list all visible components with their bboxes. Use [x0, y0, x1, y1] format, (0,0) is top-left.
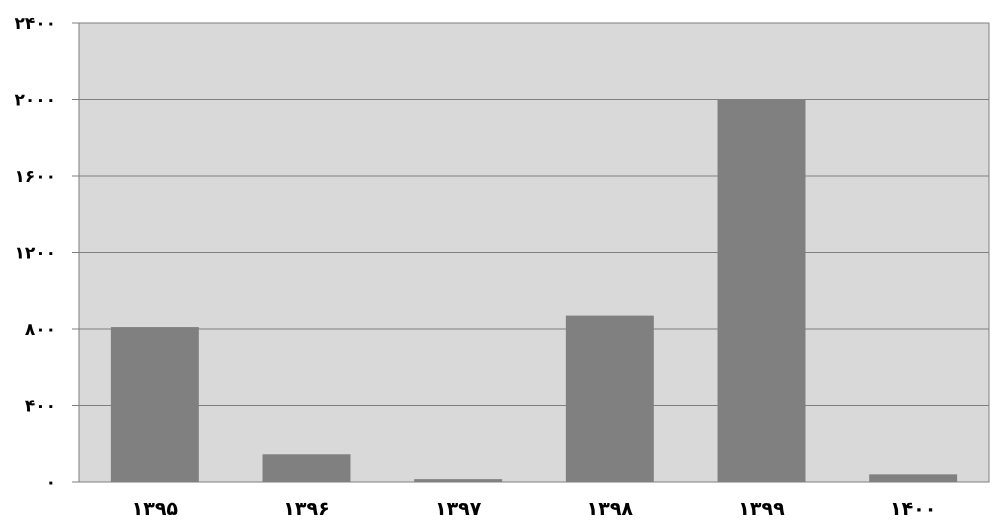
x-axis-ticks: ۱۳۹۵ ۱۳۹۶ ۱۳۹۷ ۱۳۹۸ ۱۳۹۹ ۱۴۰۰	[132, 498, 937, 520]
bar-4	[565, 315, 654, 482]
x-tick-label: ۱۳۹۸	[587, 498, 634, 519]
y-tick-label: ۱۶۰۰	[14, 167, 56, 187]
bar-6	[869, 474, 958, 482]
bars	[110, 99, 958, 482]
y-axis-ticks: ۰ ۴۰۰ ۸۰۰ ۱۲۰۰ ۱۶۰۰ ۲۰۰۰ ۲۴۰۰	[14, 14, 79, 493]
y-tick-label: ۰	[46, 473, 56, 493]
gridlines	[79, 99, 989, 406]
x-tick-label: ۱۳۹۵	[132, 498, 179, 519]
bar-3	[414, 479, 503, 482]
x-tick-label: ۱۳۹۷	[435, 498, 482, 519]
y-tick-label: ۲۰۰۰	[14, 91, 56, 111]
y-tick-label: ۸۰۰	[25, 320, 56, 340]
bar-1	[110, 327, 199, 482]
y-tick-label: ۱۲۰۰	[14, 244, 56, 264]
x-tick-label: ۱۳۹۹	[738, 498, 785, 519]
bar-5	[717, 99, 806, 482]
x-tick-label: ۱۴۰۰	[890, 498, 936, 519]
y-tick-label: ۴۰۰	[25, 397, 56, 417]
x-tick-label: ۱۳۹۶	[283, 498, 329, 519]
bar-2	[262, 454, 351, 482]
y-tick-label: ۲۴۰۰	[14, 14, 56, 34]
